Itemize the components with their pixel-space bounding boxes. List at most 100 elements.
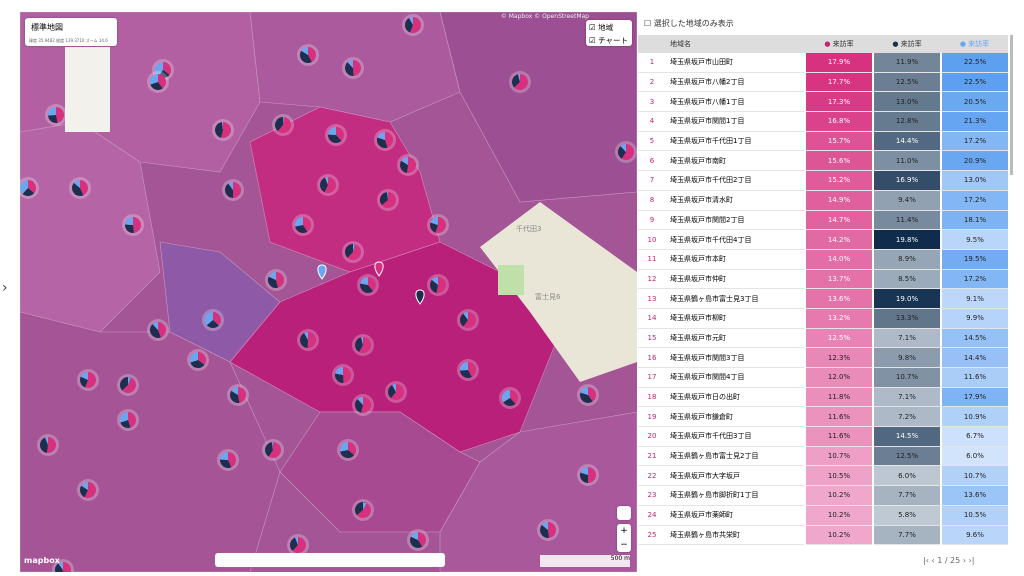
table-row[interactable]: 20 埼玉県坂戸市千代田3丁目 11.6% 14.5% 6.7%: [638, 426, 1008, 447]
locate-button[interactable]: [617, 506, 631, 520]
table-row[interactable]: 16 埼玉県坂戸市関間3丁目 12.3% 9.8% 14.4%: [638, 347, 1008, 368]
toggle[interactable]: ☑ チャート: [589, 36, 629, 45]
table-row[interactable]: 23 埼玉県鶴ヶ島市脚折町1丁目 10.2% 7.7% 13.6%: [638, 485, 1008, 506]
pie-slice: [357, 397, 363, 405]
table-row[interactable]: 15 埼玉県坂戸市元町 12.5% 7.1% 14.5%: [638, 328, 1008, 349]
pie-slice: [400, 160, 408, 173]
pie-slice: [335, 373, 344, 383]
header-cell: ● 来訪率: [873, 35, 941, 53]
rate-cell: 13.3%: [872, 308, 941, 329]
rate-cell: 9.1%: [940, 288, 1008, 309]
table-row[interactable]: 13 埼玉県鶴ヶ島市富士見3丁目 13.6% 19.0% 9.1%: [638, 288, 1008, 309]
region-name: 埼玉県坂戸市大字坂戸: [666, 465, 805, 487]
rate-cell: 13.6%: [940, 485, 1008, 506]
region-name: 埼玉県坂戸市関間4丁目: [666, 367, 805, 388]
pie-slice: [80, 485, 88, 498]
pie-slice: [580, 392, 593, 403]
pie-slice: [304, 332, 308, 340]
rate-cell: 14.2%: [804, 229, 873, 250]
pie-slice: [307, 332, 316, 348]
table-row[interactable]: 11 埼玉県坂戸市本町 14.0% 8.9% 19.5%: [638, 249, 1008, 270]
collapse-arrow[interactable]: ›: [2, 280, 8, 296]
table-row[interactable]: 7 埼玉県坂戸市千代田2丁目 15.2% 16.9% 13.0%: [638, 170, 1008, 191]
rate-cell: 10.5%: [804, 465, 873, 487]
pie-slice: [128, 412, 136, 428]
pie-slice: [271, 442, 273, 450]
region-name: 埼玉県坂戸市柳町: [666, 308, 805, 329]
map-label: 千代田3: [516, 225, 542, 233]
region-name: 埼玉県鶴ヶ島市富士見3丁目: [666, 288, 805, 309]
pie-slice: [588, 387, 596, 402]
pie-marker: [69, 177, 91, 199]
toggle[interactable]: ☑ 地域: [589, 23, 614, 32]
table-row[interactable]: 1 埼玉県坂戸市山田町 17.9% 11.9% 22.5%: [638, 53, 1008, 73]
panel: ☐ 選択した地域のみ表示 地域名 ● 来訪率 ● 来訪率 ● 来訪率 1 埼玉県坂戸市山田…: [638, 12, 1013, 572]
pie-slice: [190, 352, 198, 363]
pie-slice: [380, 192, 388, 206]
pagination[interactable]: |‹ ‹ 1 / 25 › ›|: [923, 556, 975, 565]
table-row[interactable]: 5 埼玉県坂戸市千代田1丁目 15.7% 14.4% 17.2%: [638, 131, 1008, 152]
table-row[interactable]: 8 埼玉県坂戸市清水町 14.9% 9.4% 17.2%: [638, 190, 1008, 211]
rate-cell: 6.0%: [940, 446, 1008, 467]
table-row[interactable]: 21 埼玉県鶴ヶ島市富士見2丁目 10.7% 12.5% 6.0%: [638, 446, 1008, 467]
pie-slice: [221, 122, 231, 138]
zoom-buttons[interactable]: + −: [617, 524, 631, 552]
pie-marker: [385, 381, 407, 403]
logo: mapbox: [24, 556, 60, 565]
table-row[interactable]: 19 埼玉県坂戸市鎌倉町 11.6% 7.2% 10.9%: [638, 406, 1008, 428]
table-row[interactable]: 17 埼玉県坂戸市関間4丁目 12.0% 10.7% 11.6%: [638, 367, 1008, 388]
rate-cell: 8.9%: [872, 249, 941, 270]
pie-slice: [228, 182, 233, 190]
pie-slice: [128, 377, 131, 385]
pie-slice: [410, 536, 423, 548]
table-row[interactable]: 18 埼玉県坂戸市日の出町 11.8% 7.1% 17.9%: [638, 387, 1008, 408]
table-row[interactable]: 3 埼玉県坂戸市八幡1丁目 17.3% 13.0% 20.5%: [638, 91, 1008, 113]
pie-slice: [514, 74, 528, 90]
pie-slice: [28, 180, 36, 194]
table-row[interactable]: 2 埼玉県坂戸市八幡2丁目 17.7% 12.5% 22.5%: [638, 72, 1008, 93]
pie-slice: [215, 122, 223, 138]
rate-cell: 15.2%: [804, 170, 873, 191]
table-row[interactable]: 6 埼玉県坂戸市南町 15.6% 11.0% 20.9%: [638, 150, 1008, 172]
pie-marker: [427, 214, 449, 236]
header-cell: [638, 35, 666, 53]
table-row[interactable]: 12 埼玉県坂戸市仲町 13.7% 8.5% 17.2%: [638, 269, 1008, 290]
table-row[interactable]: 25 埼玉県鶴ヶ島市共栄町 10.2% 7.7% 9.6%: [638, 525, 1008, 546]
rank: 7: [638, 170, 666, 191]
pie-slice: [340, 450, 355, 458]
rate-cell: 14.9%: [804, 190, 873, 211]
rate-cell: 7.7%: [872, 485, 941, 506]
region-name: 埼玉県坂戸市仲町: [666, 269, 805, 290]
map[interactable]: 標準地図 緯度 35.9482 経度 139.3710 ズーム 14.6 © M…: [20, 12, 637, 572]
rank: 1: [638, 53, 666, 73]
rate-cell: 14.5%: [872, 426, 941, 447]
pie-slice: [510, 390, 518, 404]
table-row[interactable]: 10 埼玉県坂戸市千代田4丁目 14.2% 19.8% 9.5%: [638, 229, 1008, 250]
pie-slice: [300, 50, 312, 63]
rate-cell: 14.4%: [940, 347, 1008, 368]
pie-slice: [347, 244, 361, 260]
rate-cell: 12.5%: [804, 328, 873, 349]
pie-slice: [360, 277, 368, 285]
layer-select[interactable]: 標準地図 緯度 35.9482 経度 139.3710 ズーム 14.6: [25, 18, 117, 46]
rank: 14: [638, 308, 666, 329]
header-label: 来訪率: [968, 40, 990, 48]
table-row[interactable]: 22 埼玉県坂戸市大字坂戸 10.5% 6.0% 10.7%: [638, 465, 1008, 487]
pie-marker: [187, 349, 209, 371]
pie-slice: [355, 399, 363, 413]
region-name: 埼玉県坂戸市本町: [666, 249, 805, 270]
layer-name: 標準地図: [31, 23, 63, 32]
table-row[interactable]: 4 埼玉県坂戸市関間1丁目 16.8% 12.8% 21.3%: [638, 111, 1008, 132]
filter[interactable]: ☐ 選択した地域のみ表示: [644, 19, 734, 28]
table-row[interactable]: 14 埼玉県坂戸市柳町 13.2% 13.3% 9.9%: [638, 308, 1008, 329]
rate-cell: 11.6%: [804, 426, 873, 447]
table-row[interactable]: 24 埼玉県坂戸市薬師町 10.2% 5.8% 10.5%: [638, 505, 1008, 526]
table-row[interactable]: 9 埼玉県坂戸市関間2丁目 14.7% 11.4% 18.1%: [638, 210, 1008, 231]
pie-marker: [577, 464, 599, 486]
rate-cell: 16.8%: [804, 111, 873, 132]
pie-slice: [320, 177, 328, 193]
header-cell: 地域名: [666, 35, 805, 53]
pie-marker: [357, 274, 379, 296]
pie-slice: [340, 442, 348, 452]
pie-slice: [81, 482, 88, 490]
